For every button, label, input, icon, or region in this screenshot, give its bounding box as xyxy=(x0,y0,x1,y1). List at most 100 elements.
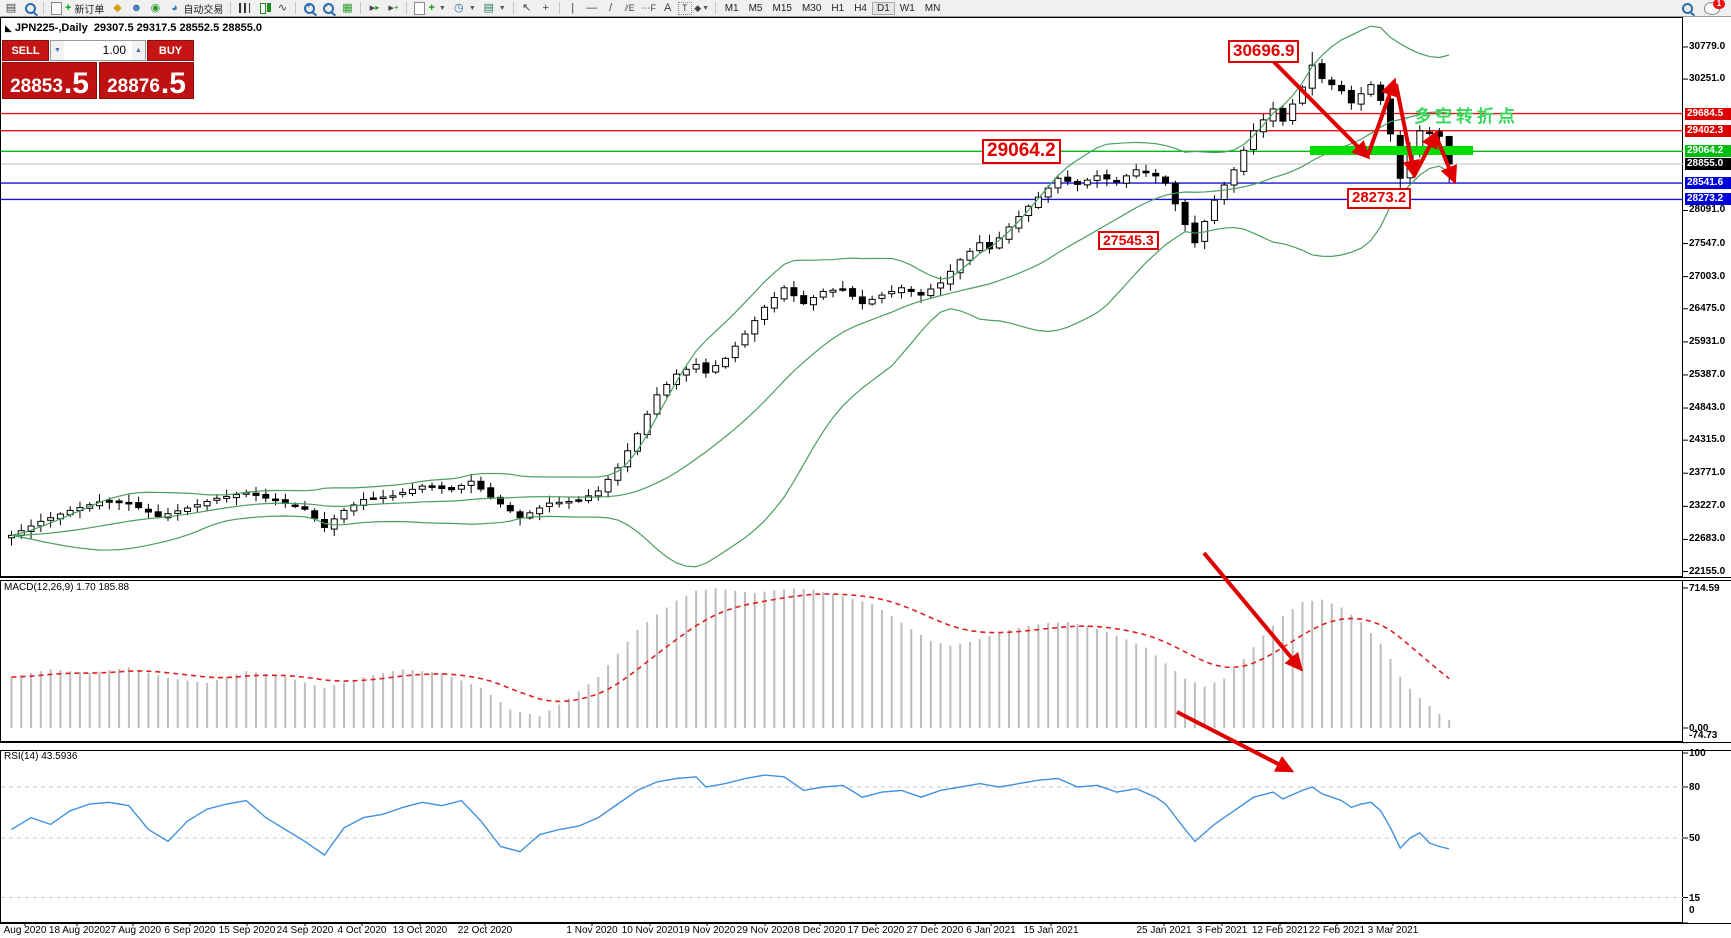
auto-scroll-icon[interactable]: ▸ ▸ xyxy=(369,1,380,14)
signal-icon[interactable]: ◉ xyxy=(150,1,161,14)
timeframe-button-M30[interactable]: M30 xyxy=(797,1,826,16)
price-badge: 28541.6 xyxy=(1685,177,1731,190)
candlestick-chart-icon[interactable] xyxy=(254,1,272,16)
chevron-down-icon: ▼ xyxy=(702,4,710,12)
price-tick-label: 28091.0 xyxy=(1689,204,1726,216)
toolbar-separator xyxy=(295,2,297,14)
fibonacci-tool-icon[interactable]: ⋯F xyxy=(641,2,656,13)
profile-icon[interactable]: ☻ xyxy=(130,1,143,14)
price-badge: 28855.0 xyxy=(1685,158,1731,170)
symbol-period: JPN225-,Daily xyxy=(14,22,88,34)
toolbar-separator xyxy=(43,2,44,14)
horizontal-line-tool-icon[interactable]: — xyxy=(586,1,598,14)
rsi-tick-label: 100 xyxy=(1689,748,1706,759)
date-tick-label: 29 Nov 2020 xyxy=(736,925,794,936)
date-tick-label: 10 Nov 2020 xyxy=(621,925,679,936)
rsi-tick-label: 0 xyxy=(1689,905,1695,916)
chat-bubble-glyph: 1 xyxy=(1704,0,1725,15)
vertical-line-tool-icon[interactable]: | xyxy=(571,1,575,14)
volume-increase-button[interactable]: ▲ xyxy=(132,41,145,60)
timeframe-button-H1[interactable]: H1 xyxy=(826,1,849,16)
price-tick-label: 25387.0 xyxy=(1689,368,1726,380)
trendline-tool-icon[interactable]: / xyxy=(609,1,613,14)
search-icon[interactable] xyxy=(1678,1,1696,16)
green-arrow-glyph: ▸ xyxy=(375,3,380,12)
timeframe-button-W1[interactable]: W1 xyxy=(895,1,920,16)
eraser-icon[interactable]: ◆ xyxy=(113,1,122,14)
timeframe-button-D1[interactable]: D1 xyxy=(872,1,895,15)
candle-glyph xyxy=(260,2,267,14)
green-plus-glyph: + xyxy=(393,3,399,12)
cursor-icon[interactable]: ↖ xyxy=(522,1,532,14)
price-tick-label: 26475.0 xyxy=(1689,302,1726,314)
toolbar: ▤ + 新订单 ◆ ☻ ◉ ◕ 自动交易 ∿ + - ▦ ▸ ▸ ▸ + + ▼ ◷ ▼… xyxy=(0,0,1731,17)
buy-price-main: 28876 xyxy=(107,76,160,97)
text-tool-icon[interactable]: A xyxy=(664,1,672,14)
date-tick-label: 22 Feb 2021 xyxy=(1308,925,1366,936)
crosshair-icon[interactable]: + xyxy=(542,1,549,14)
notification-badge: 1 xyxy=(1713,0,1725,9)
toolbar-separator xyxy=(558,2,560,14)
rsi-tick-label: 80 xyxy=(1689,782,1701,793)
price-badge: 29402.3 xyxy=(1685,124,1731,137)
template-icon: ▤ xyxy=(483,1,494,14)
minus-glyph: - xyxy=(324,0,328,10)
magnifier-glyph xyxy=(24,2,36,14)
new-order-button[interactable]: + 新订单 xyxy=(48,1,107,16)
timeframe-button-M15[interactable]: M15 xyxy=(768,1,797,16)
sell-price-main: 28853 xyxy=(10,76,63,97)
one-click-trade-panel: SELL ▼ 1.00 ▲ BUY 28853 .5 28876 .5 xyxy=(2,40,194,99)
buy-price-box[interactable]: 28876 .5 xyxy=(99,62,194,99)
tile-windows-icon[interactable]: ▦ xyxy=(342,1,353,14)
notifications-icon[interactable]: 1 xyxy=(1703,0,1725,16)
line-chart-icon[interactable]: ∿ xyxy=(277,1,288,14)
timeframe-bar: M1 M5 M15 M30 H1 H4 D1 W1 MN xyxy=(720,1,946,16)
timeframe-button-H4[interactable]: H4 xyxy=(849,1,872,16)
zoom-in-icon[interactable]: + xyxy=(300,1,318,16)
trade-panel-top-row: SELL ▼ 1.00 ▲ BUY xyxy=(2,40,194,61)
trade-panel-price-row: 28853 .5 28876 .5 xyxy=(2,62,194,99)
label-tool-icon[interactable]: T xyxy=(677,1,692,15)
toolbar-separator xyxy=(230,2,232,14)
timeframe-button-MN[interactable]: MN xyxy=(920,1,946,16)
chart-window-icon[interactable]: ▤ xyxy=(5,1,17,14)
chart-shift-icon[interactable]: ▸ + xyxy=(388,1,399,14)
timeframe-button-M5[interactable]: M5 xyxy=(744,1,768,16)
price-tick-label: 30251.0 xyxy=(1689,73,1726,85)
channel-tool-icon[interactable]: ⫽E xyxy=(624,2,635,13)
symbol-marker-icon: ◣ xyxy=(5,23,12,33)
buy-button[interactable]: BUY xyxy=(147,40,194,61)
sell-button[interactable]: SELL xyxy=(2,40,49,61)
date-tick-label: 25 Jan 2021 xyxy=(1136,925,1192,936)
autotrade-button[interactable]: ◕ 自动交易 xyxy=(165,1,226,16)
shapes-tool-icon[interactable]: ◆ ▼ xyxy=(694,2,710,13)
autotrade-label: 自动交易 xyxy=(183,4,224,16)
indicators-button[interactable]: + ▼ xyxy=(411,1,448,16)
annotation-cn-note: 多空转折点 xyxy=(1414,107,1519,126)
price-badge: 28273.2 xyxy=(1685,193,1731,206)
zoom-out-icon[interactable]: - xyxy=(319,1,337,16)
periods-button[interactable]: ◷ ▼ xyxy=(450,1,479,16)
sell-price-box[interactable]: 28853 .5 xyxy=(2,62,97,99)
market-watch-icon[interactable] xyxy=(21,1,39,16)
date-tick-label: 13 Oct 2020 xyxy=(392,925,448,936)
volume-decrease-button[interactable]: ▼ xyxy=(51,41,64,60)
volume-value[interactable]: 1.00 xyxy=(102,43,126,57)
timeframe-button-M1[interactable]: M1 xyxy=(720,1,744,16)
price-tick-label: 23227.0 xyxy=(1689,500,1726,512)
date-tick-label: Aug 2020 xyxy=(3,925,47,936)
volume-spinner: ▼ 1.00 ▲ xyxy=(50,40,146,61)
date-tick-label: 18 Aug 2020 xyxy=(48,925,106,936)
templates-button[interactable]: ▤ ▼ xyxy=(480,1,509,16)
bar-chart-icon[interactable] xyxy=(235,1,253,16)
plus-icon: + xyxy=(428,2,435,14)
ohlc-values: 29307.5 29317.5 28552.5 28855.0 xyxy=(93,22,263,34)
toolbar-separator xyxy=(714,2,716,14)
bars-glyph xyxy=(238,3,250,13)
macd-tick-label: -74.73 xyxy=(1689,730,1718,741)
date-tick-label: 3 Mar 2021 xyxy=(1367,925,1419,936)
date-tick-label: 22 Oct 2020 xyxy=(457,925,513,936)
price-tick-label: 24315.0 xyxy=(1689,434,1726,446)
